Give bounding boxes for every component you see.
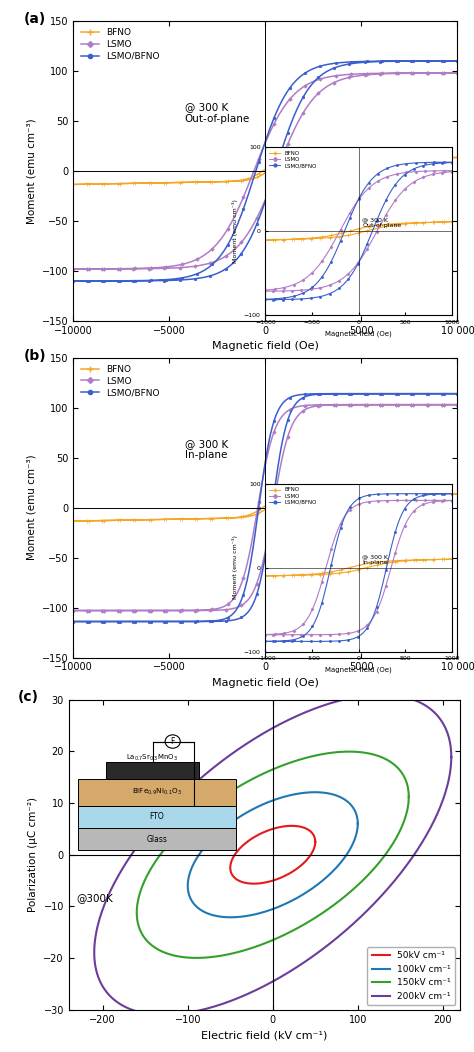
Text: @ 300 K
Out-of-plane: @ 300 K Out-of-plane	[185, 102, 250, 123]
Legend: BFNO, LSMO, LSMO/BFNO: BFNO, LSMO, LSMO/BFNO	[78, 25, 162, 63]
X-axis label: Electric field (kV cm⁻¹): Electric field (kV cm⁻¹)	[201, 1030, 328, 1040]
Text: @300K: @300K	[76, 893, 113, 904]
Text: (c): (c)	[18, 690, 39, 704]
Text: (a): (a)	[24, 12, 46, 26]
Y-axis label: Moment (emu cm⁻³): Moment (emu cm⁻³)	[27, 454, 36, 561]
X-axis label: Magnetic field (Oe): Magnetic field (Oe)	[212, 341, 319, 351]
Legend: BFNO, LSMO, LSMO/BFNO: BFNO, LSMO, LSMO/BFNO	[78, 362, 162, 400]
X-axis label: Magnetic field (Oe): Magnetic field (Oe)	[212, 677, 319, 688]
Y-axis label: Moment (emu cm⁻³): Moment (emu cm⁻³)	[27, 118, 36, 224]
Y-axis label: Polarization (μC cm⁻²): Polarization (μC cm⁻²)	[28, 797, 38, 912]
Legend: 50kV cm⁻¹, 100kV cm⁻¹, 150kV cm⁻¹, 200kV cm⁻¹: 50kV cm⁻¹, 100kV cm⁻¹, 150kV cm⁻¹, 200kV…	[367, 947, 455, 1006]
Text: @ 300 K
In-plane: @ 300 K In-plane	[185, 439, 228, 460]
Text: (b): (b)	[24, 348, 46, 363]
